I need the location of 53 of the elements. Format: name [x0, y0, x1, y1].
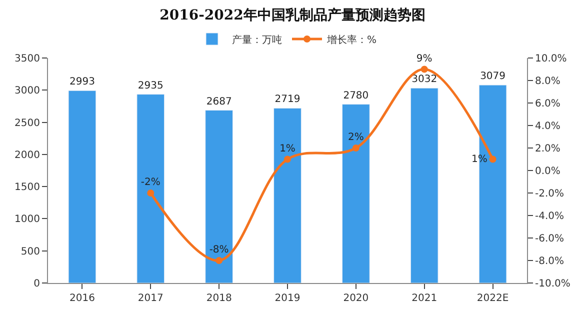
data-label: -8%: [209, 244, 229, 256]
data-label: 2719: [274, 94, 300, 106]
legend-label: 增长率：%: [326, 34, 377, 46]
x-tick-label: 2020: [343, 293, 369, 304]
y-tick-label: 1500: [14, 182, 40, 194]
y2-tick-label: -8.0%: [535, 256, 564, 267]
chart-title: 2016-2022年中国乳制品产量预测趋势图: [160, 6, 426, 24]
y-tick-label: 1000: [14, 214, 40, 226]
x-tick-label: 2018: [206, 293, 232, 304]
point: [147, 190, 154, 196]
bar: [410, 88, 438, 283]
y2-tick-label: -4.0%: [535, 211, 564, 222]
y-tick-label: 500: [20, 246, 40, 258]
y-tick-label: 3000: [14, 86, 40, 97]
x-tick-label: 2021: [412, 293, 438, 304]
y2-tick-label: 6.0%: [535, 98, 560, 110]
data-label: 2935: [138, 80, 164, 92]
y-tick-label: 2500: [14, 118, 40, 129]
x-tick-label: 2022E: [476, 293, 509, 304]
point: [352, 144, 360, 152]
data-label: -2%: [140, 177, 160, 188]
y2-tick-label: -2.0%: [535, 188, 564, 200]
y2-tick-label: 4.0%: [535, 121, 560, 132]
x-tick-label: 2017: [138, 293, 164, 304]
y-tick-label: 3500: [14, 54, 40, 64]
data-label: 2%: [348, 132, 364, 144]
bar: [342, 104, 370, 283]
legend-label: 产量：万吨: [232, 34, 282, 46]
y2-tick-label: 2.0%: [535, 144, 560, 154]
data-label: 2780: [343, 90, 369, 102]
y2-tick-label: 0.0%: [535, 166, 560, 177]
y2-tick-label: 8.0%: [535, 76, 560, 87]
point: [420, 66, 428, 73]
y2-tick-label: -6.0%: [535, 234, 564, 244]
data-label: 2687: [206, 96, 232, 108]
y2-tick-label: -10.0%: [535, 278, 570, 290]
bar: [136, 94, 165, 283]
data-label: 3079: [480, 71, 506, 82]
point: [284, 156, 291, 163]
bar: [274, 108, 302, 283]
y-tick-label: 0: [34, 278, 40, 290]
y-tick-label: 2000: [14, 150, 40, 161]
point: [489, 156, 496, 163]
data-label: 9%: [416, 53, 432, 64]
data-label: 1%: [280, 143, 296, 154]
data-label: 2993: [69, 76, 95, 88]
y2-tick-label: 10.0%: [535, 54, 567, 64]
data-label: 3032: [412, 74, 438, 86]
x-tick-label: 2016: [69, 293, 95, 304]
bar: [68, 90, 96, 283]
bar: [205, 110, 234, 283]
point: [216, 257, 223, 264]
x-tick-label: 2019: [274, 293, 300, 304]
